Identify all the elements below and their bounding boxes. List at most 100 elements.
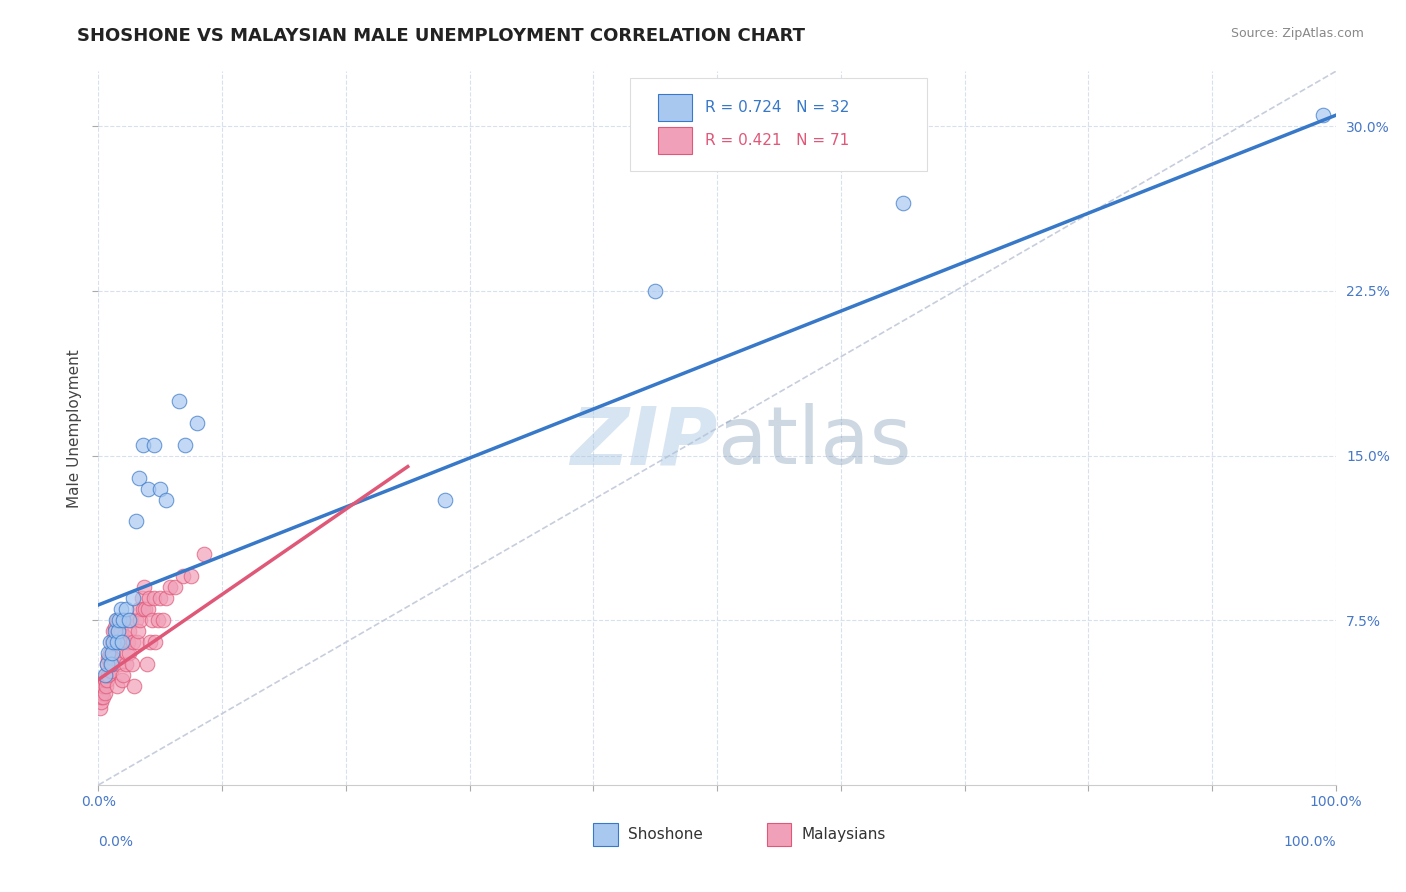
Point [165,580,187,594]
Text: Malaysians: Malaysians [801,827,886,842]
Point [159,580,181,594]
Point [143,635,166,649]
Point [110,602,132,616]
Point [111,635,134,649]
Point [127,624,149,639]
Point [108,613,131,627]
Point [139,635,162,649]
Point [122,591,145,606]
Point [105,635,128,649]
Point [103,650,125,665]
Point [101,635,124,649]
Point [155,591,177,606]
Point [93,690,115,705]
Point [136,482,159,496]
Point [128,602,150,616]
Text: atlas: atlas [717,403,911,482]
Point [121,657,143,672]
Text: R = 0.421   N = 71: R = 0.421 N = 71 [704,133,849,148]
Point [110,635,132,649]
FancyBboxPatch shape [658,127,692,154]
Point [93,673,115,687]
Point [94,668,117,682]
Point [155,492,177,507]
Text: Source: ZipAtlas.com: Source: ZipAtlas.com [1230,27,1364,40]
Point [114,657,136,672]
Point [98,646,121,660]
Point [110,624,132,639]
Point [134,602,156,616]
Point [112,613,135,627]
Point [93,686,115,700]
Point [104,613,127,627]
Point [90,690,112,705]
Point [118,624,141,639]
FancyBboxPatch shape [593,822,619,846]
Point [152,613,174,627]
Point [131,591,153,606]
Point [111,673,134,687]
Point [149,591,172,606]
Point [167,393,190,408]
Point [129,613,152,627]
Text: 100.0%: 100.0% [1284,835,1336,849]
Point [118,646,141,660]
Point [118,613,141,627]
Point [107,635,129,649]
Point [138,591,160,606]
Point [97,668,120,682]
Point [93,679,115,693]
Point [100,657,122,672]
Point [143,591,166,606]
Point [103,624,125,639]
Text: Shoshone: Shoshone [628,827,703,842]
Point [96,673,118,687]
Point [132,437,155,451]
Point [132,602,155,616]
Point [186,416,208,430]
Point [174,437,197,451]
Point [112,668,135,682]
Point [124,613,146,627]
Point [124,679,146,693]
Point [108,657,131,672]
Point [103,635,125,649]
Point [97,650,120,665]
Point [172,569,194,583]
Point [180,569,202,583]
Point [134,580,156,594]
Point [98,657,121,672]
Point [143,437,166,451]
Point [103,624,125,639]
Point [94,679,117,693]
Point [644,284,666,298]
Point [136,602,159,616]
Text: ZIP: ZIP [569,403,717,482]
FancyBboxPatch shape [766,822,792,846]
Point [433,492,456,507]
Y-axis label: Male Unemployment: Male Unemployment [66,349,82,508]
Point [98,635,121,649]
Point [141,613,163,627]
Text: SHOSHONE VS MALAYSIAN MALE UNEMPLOYMENT CORRELATION CHART: SHOSHONE VS MALAYSIAN MALE UNEMPLOYMENT … [77,27,806,45]
Point [91,686,114,700]
Point [193,548,215,562]
Point [107,624,129,639]
Point [120,613,142,627]
Point [146,613,169,627]
FancyBboxPatch shape [630,78,928,171]
Point [112,613,135,627]
Point [112,629,135,643]
Point [115,646,138,660]
Point [101,646,124,660]
Point [104,629,127,643]
Point [97,646,120,660]
Point [100,650,122,665]
Point [96,657,118,672]
Point [1312,108,1334,122]
Point [117,635,139,649]
FancyBboxPatch shape [658,95,692,121]
Point [105,613,128,627]
Point [100,664,122,678]
Point [128,470,150,484]
